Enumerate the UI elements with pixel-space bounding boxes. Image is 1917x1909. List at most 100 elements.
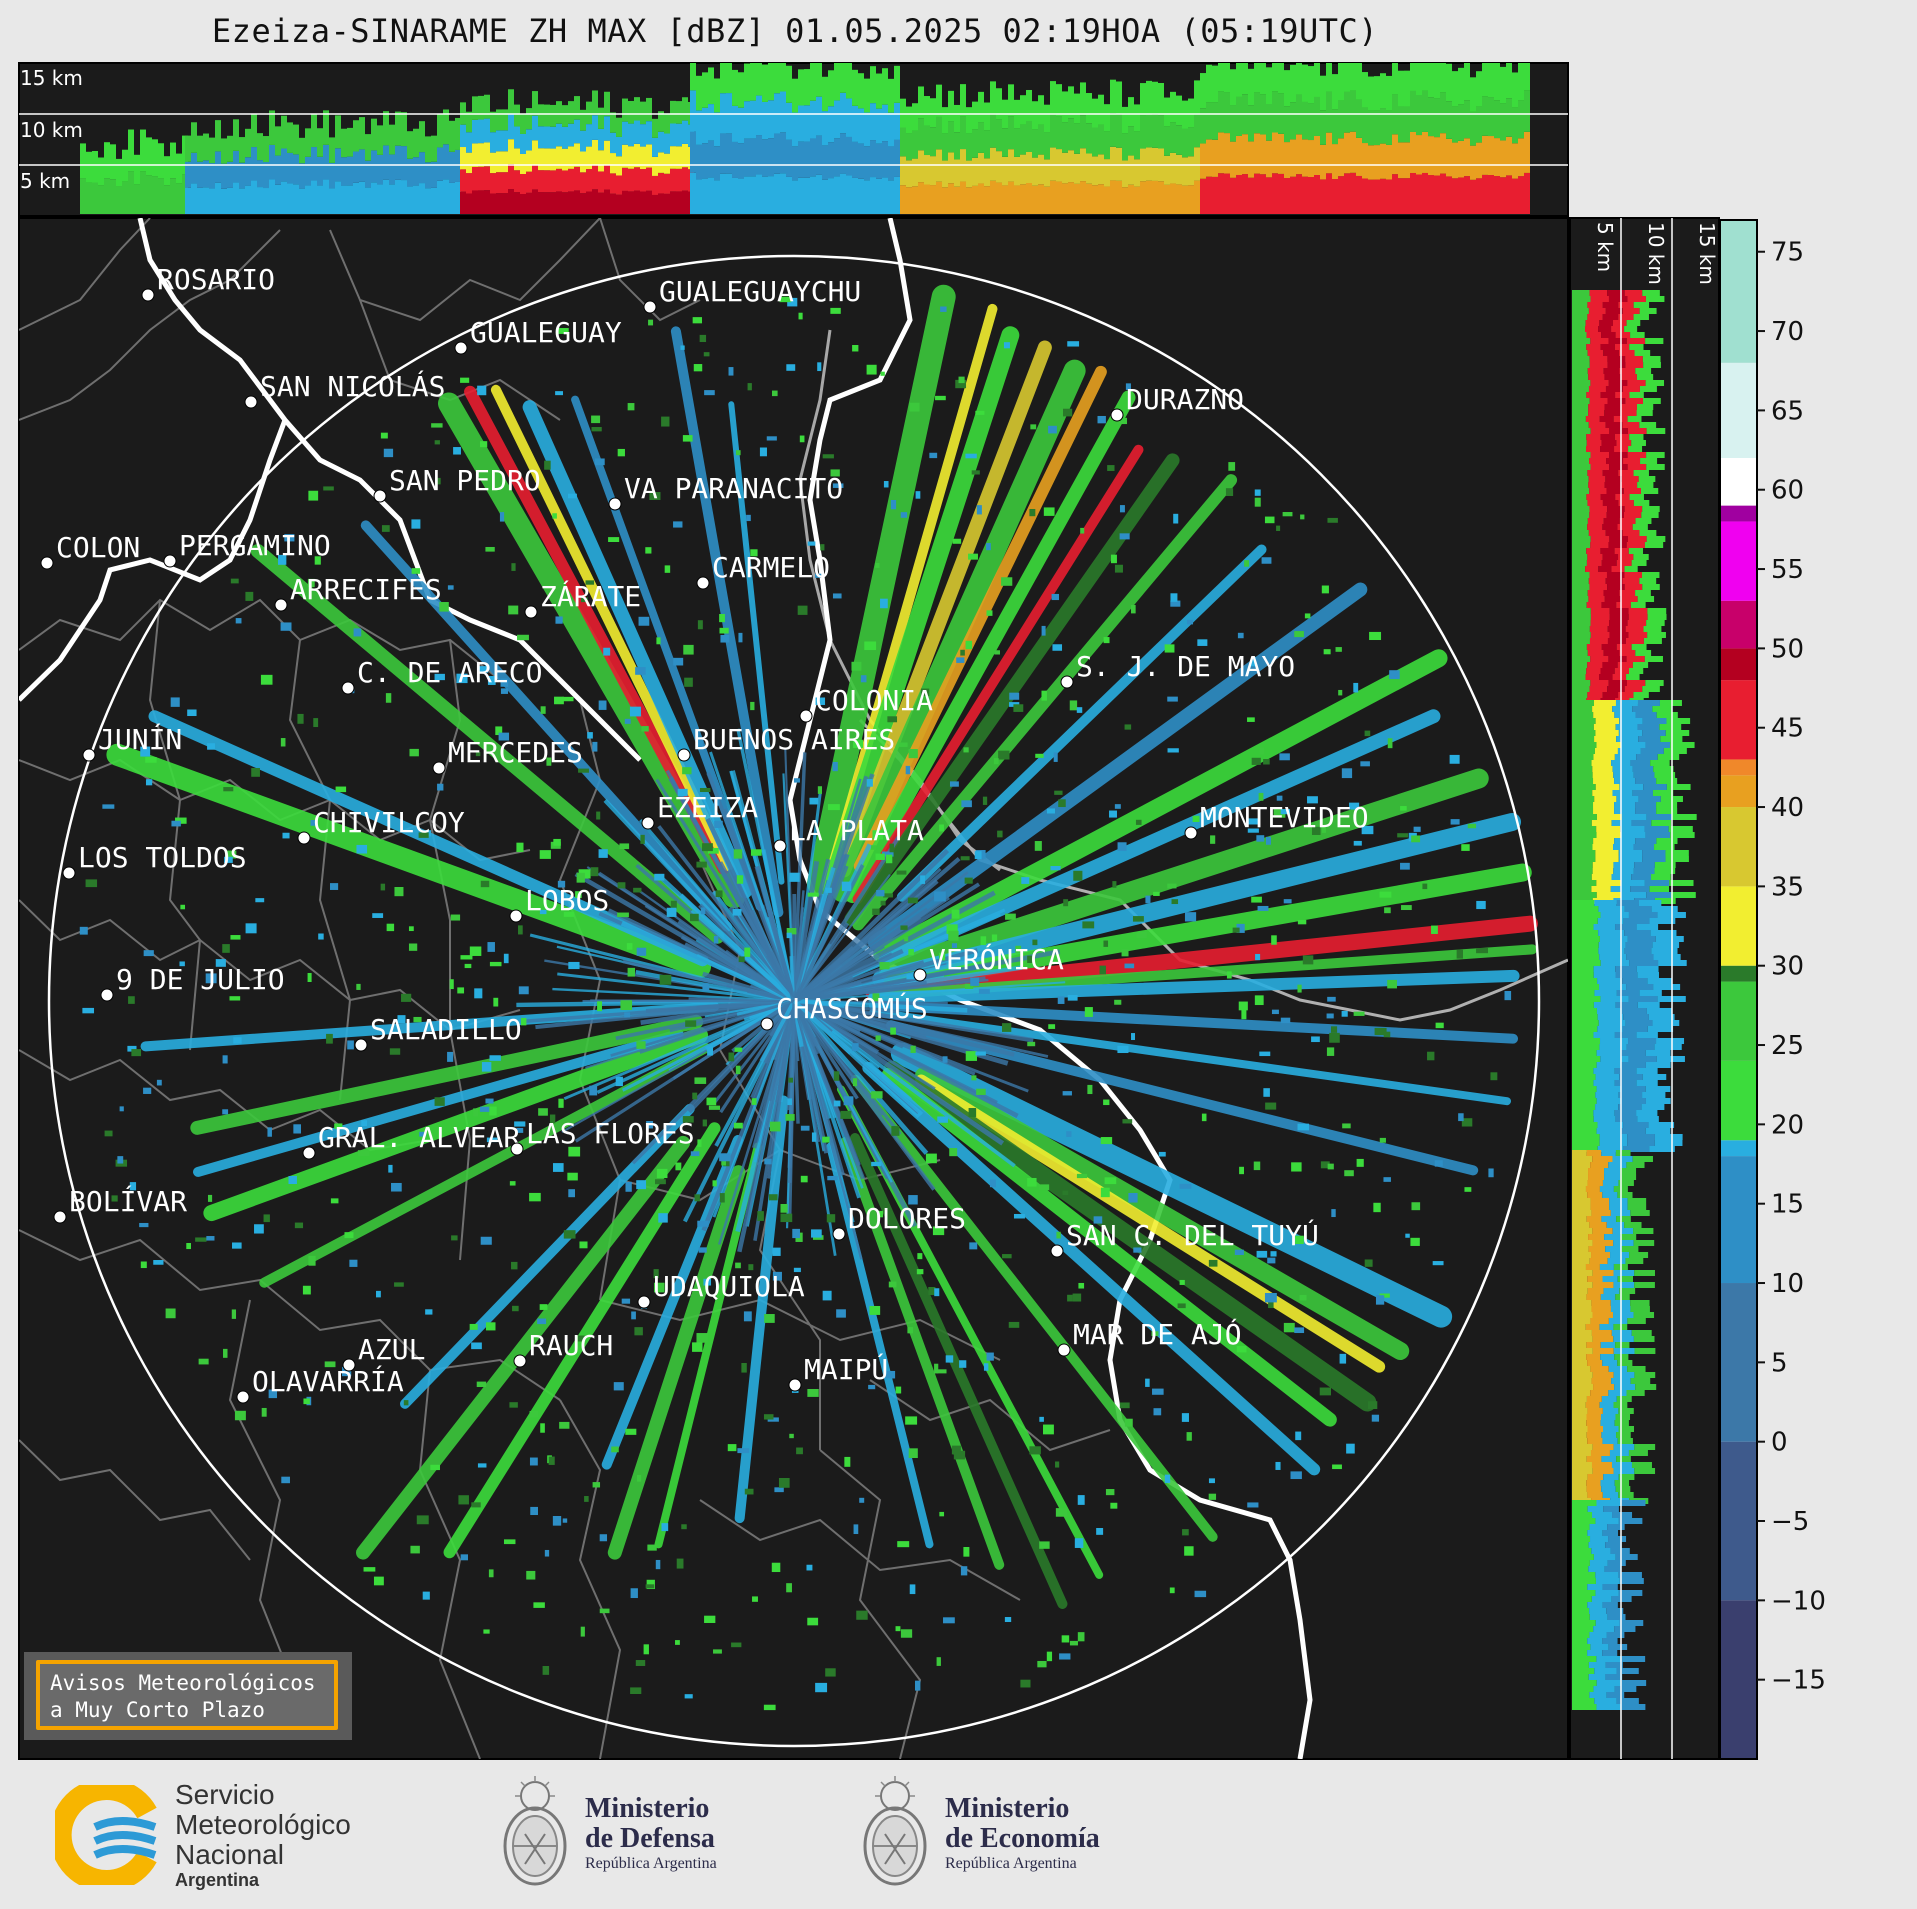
radar-speckle xyxy=(959,1360,967,1368)
right-panel-echo xyxy=(1593,1554,1616,1560)
right-panel-echo xyxy=(1572,766,1593,772)
top-panel-echo xyxy=(263,188,269,214)
radar-clutter xyxy=(793,907,928,1002)
radar-speckle xyxy=(1179,1279,1185,1285)
radar-speckle xyxy=(960,1566,968,1576)
top-panel-echo xyxy=(738,143,744,179)
top-panel-echo xyxy=(906,160,912,188)
radar-speckle xyxy=(697,1139,702,1147)
radar-speckle xyxy=(871,1161,882,1167)
range-ring xyxy=(47,254,1541,1748)
right-panel-echo xyxy=(1611,566,1625,572)
right-panel-echo xyxy=(1616,644,1632,650)
radar-speckle xyxy=(1400,862,1410,870)
top-panel-echo xyxy=(1446,138,1452,177)
top-panel-echo xyxy=(1398,106,1404,143)
radar-speckle xyxy=(692,1092,698,1100)
radar-speckle xyxy=(1401,905,1412,911)
radar-speckle xyxy=(960,649,965,656)
top-panel-echo xyxy=(1524,131,1530,173)
top-panel-echo xyxy=(726,173,732,214)
radar-speckle xyxy=(627,403,635,411)
top-panel-echo xyxy=(538,148,544,171)
top-panel-echo xyxy=(170,178,176,214)
right-panel-echo xyxy=(1626,338,1646,344)
radar-speckle xyxy=(934,891,946,902)
radar-speckle xyxy=(563,911,575,917)
right-panel-echo xyxy=(1637,1002,1660,1008)
defensa-logo: Ministerio de Defensa República Argentin… xyxy=(495,1774,717,1894)
top-panel-echo xyxy=(774,133,780,174)
radar-speckle xyxy=(646,1121,654,1129)
radar-speckle xyxy=(587,732,593,739)
right-panel-echo xyxy=(1572,1450,1591,1456)
right-panel-echo xyxy=(1628,536,1647,542)
radar-speckle xyxy=(1290,1471,1302,1480)
radar-speckle xyxy=(261,1407,267,1417)
radar-speckle xyxy=(627,967,636,977)
radar-clutter xyxy=(792,1000,866,1180)
radar-speckle xyxy=(905,765,911,775)
right-panel-echo xyxy=(1572,1608,1590,1614)
radar-speckle xyxy=(637,1474,642,1482)
top-panel-echo xyxy=(708,104,714,141)
right-panel-echo xyxy=(1572,748,1595,754)
top-panel-echo xyxy=(1410,63,1416,91)
right-panel-echo xyxy=(1572,530,1589,536)
top-panel-echo xyxy=(1524,90,1530,132)
right-panel-echo xyxy=(1572,1620,1596,1626)
top-panel-echo xyxy=(1482,174,1488,214)
avisos-button[interactable]: Avisos Meteorológicos a Muy Corto Plazo xyxy=(36,1660,338,1730)
right-panel-echo xyxy=(1586,434,1601,440)
radar-speckle xyxy=(489,961,502,967)
top-panel-echo xyxy=(116,158,122,187)
right-panel-echo xyxy=(1572,1324,1586,1330)
top-panel-echo xyxy=(419,183,425,214)
right-panel-echo xyxy=(1642,1092,1666,1098)
radar-speckle xyxy=(1050,866,1061,871)
radar-speckle xyxy=(471,1502,481,1508)
top-panel-echo xyxy=(490,152,496,174)
top-panel-echo xyxy=(128,171,134,214)
radar-speckle xyxy=(800,1175,808,1183)
top-panel-echo xyxy=(520,173,526,194)
top-panel-echo xyxy=(526,129,532,151)
radar-ray xyxy=(872,812,1522,989)
radar-speckle xyxy=(85,879,98,888)
city-marker xyxy=(641,816,655,830)
right-panel-echo xyxy=(1620,404,1637,410)
top-panel-echo xyxy=(1110,146,1116,181)
radar-speckle xyxy=(486,1137,498,1143)
top-panel-echo xyxy=(305,156,311,186)
top-panel-echo xyxy=(1404,178,1410,214)
top-panel-echo xyxy=(1332,109,1338,145)
radar-clutter xyxy=(793,998,968,1013)
top-panel-echo xyxy=(176,183,182,214)
top-panel-echo xyxy=(1206,176,1212,214)
right-panel-echo xyxy=(1617,1192,1633,1198)
radar-speckle xyxy=(974,851,982,860)
right-panel-echo xyxy=(1609,608,1629,614)
radar-speckle xyxy=(822,454,834,459)
top-panel-echo xyxy=(828,70,834,107)
top-panel-echo xyxy=(948,152,954,184)
top-panel-echo xyxy=(622,190,628,214)
right-panel-echo xyxy=(1614,838,1636,844)
radar-speckle xyxy=(664,565,671,573)
top-panel-echo xyxy=(978,183,984,214)
radar-speckle xyxy=(537,1318,547,1325)
right-panel-echo xyxy=(1572,1390,1591,1396)
top-panel-echo xyxy=(580,130,586,152)
right-panel-echo xyxy=(1589,638,1608,644)
top-panel-echo xyxy=(1128,97,1134,127)
top-panel-echo xyxy=(472,143,478,167)
radar-speckle xyxy=(1364,1259,1373,1267)
radar-speckle xyxy=(1256,1250,1268,1258)
right-panel-echo xyxy=(1586,1150,1602,1156)
top-panel-echo xyxy=(1302,101,1308,140)
top-panel-echo xyxy=(275,126,281,156)
top-panel-echo xyxy=(221,163,227,189)
smn-line4: Argentina xyxy=(175,1870,260,1890)
right-panel-echo xyxy=(1572,404,1589,410)
